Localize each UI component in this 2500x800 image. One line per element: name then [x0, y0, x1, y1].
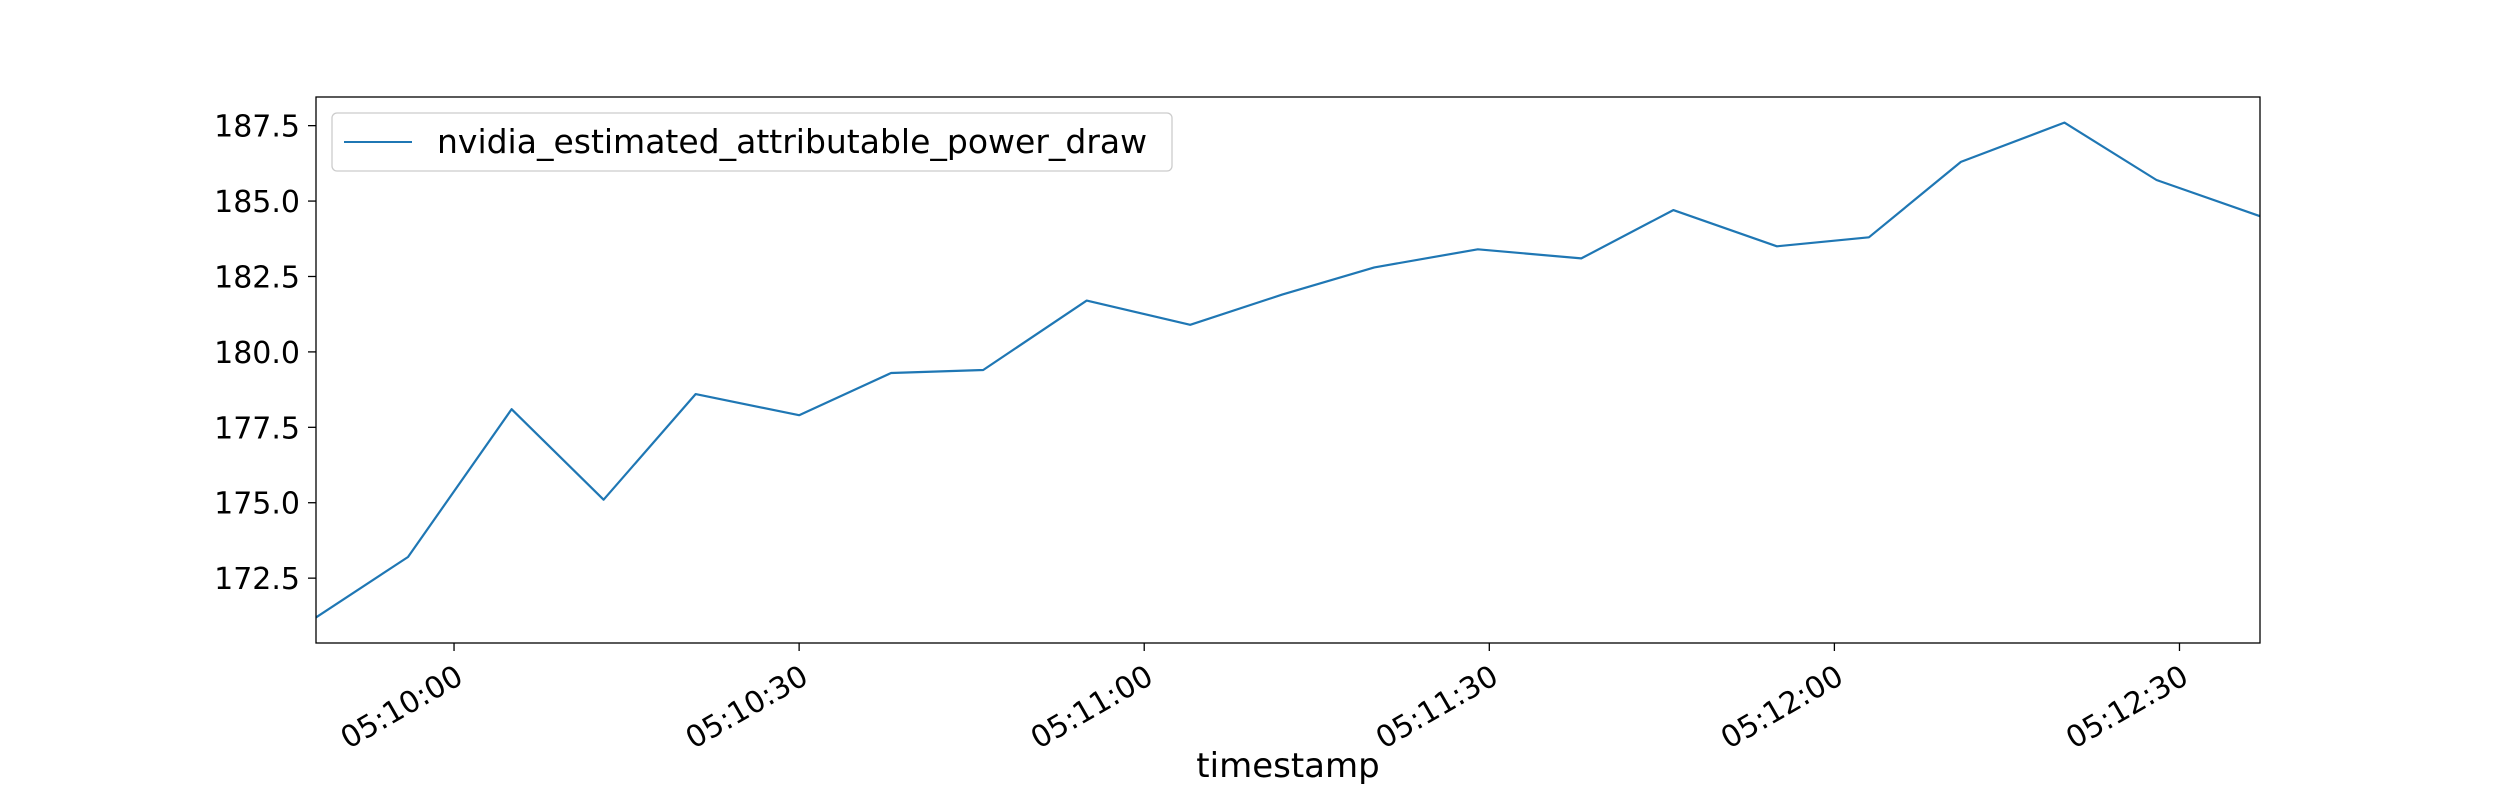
x-tick-label: 05:11:30: [1370, 659, 1504, 757]
x-tick-label: 05:12:00: [1715, 659, 1849, 757]
plot-background: [316, 97, 2260, 643]
x-tick-label: 05:11:00: [1025, 659, 1159, 757]
legend-box: [331, 112, 1173, 172]
y-tick-label: 180.0: [214, 336, 300, 371]
legend: nvidia_estimated_attributable_power_draw: [331, 112, 1173, 172]
y-axis: 172.5 175.0 177.5 180.0 182.5 185.0 187.5: [214, 110, 316, 597]
x-axis: 05:10:00 05:10:30 05:11:00 05:11:30 05:12:00…: [335, 643, 2194, 757]
series-line: [315, 121, 2261, 619]
y-tick-label: 172.5: [214, 562, 300, 597]
x-tick-label: 05:10:00: [335, 659, 469, 757]
y-tick-label: 182.5: [214, 260, 300, 295]
x-tick-label: 05:10:30: [680, 659, 814, 757]
y-tick-label: 175.0: [214, 487, 300, 522]
y-tick-label: 187.5: [214, 110, 300, 145]
y-tick-label: 185.0: [214, 185, 300, 220]
y-tick-label: 177.5: [214, 411, 300, 446]
x-tick-label: 05:12:30: [2060, 659, 2194, 757]
legend-label: nvidia_estimated_attributable_power_draw: [437, 122, 1147, 161]
plot-frame: [315, 96, 2261, 644]
x-axis-label: timestamp: [1196, 746, 1379, 786]
series-layer: [315, 121, 2261, 619]
